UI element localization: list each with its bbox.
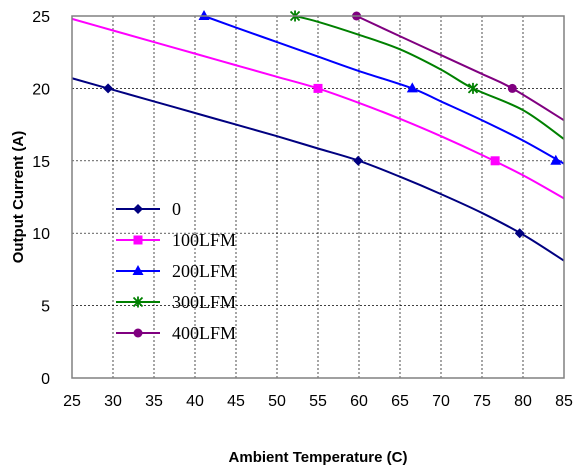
x-tick-label: 70 (432, 393, 450, 410)
plot-frame (71, 15, 565, 379)
legend-entry: 100LFM (116, 230, 236, 250)
legend-label: 200LFM (172, 261, 236, 281)
legend-entry: 400LFM (116, 323, 236, 343)
legend-entry: 200LFM (116, 261, 236, 281)
series-100lfm (71, 17, 565, 200)
data-point (550, 154, 562, 165)
x-tick-label: 65 (391, 393, 409, 410)
legend-marker (133, 328, 143, 338)
data-point (198, 10, 210, 20)
legend-label: 400LFM (172, 323, 236, 343)
legend-marker (133, 204, 143, 214)
x-tick-label: 45 (227, 393, 245, 410)
x-tick-label: 40 (186, 393, 204, 410)
y-axis-ticks: 0 5 10 15 20 25 (32, 9, 50, 388)
x-tick-label: 30 (104, 393, 122, 410)
legend-label: 0 (172, 199, 181, 219)
data-point (490, 156, 500, 166)
data-point (406, 82, 418, 93)
legend-marker (132, 265, 144, 275)
y-tick-label: 25 (32, 9, 50, 26)
series-0 (71, 77, 565, 262)
series-400lfm (352, 11, 565, 122)
legend-entry: 0 (116, 199, 181, 219)
x-tick-label: 60 (350, 393, 368, 410)
legend-label: 100LFM (172, 230, 236, 250)
x-tick-label: 25 (63, 393, 81, 410)
y-axis-label: Output Current (A) (10, 131, 27, 263)
series-layer (71, 10, 565, 262)
data-point (353, 155, 364, 166)
data-point (103, 83, 114, 94)
legend-marker (132, 296, 144, 308)
series-line (71, 77, 565, 262)
series-200lfm (198, 10, 565, 165)
y-tick-label: 20 (32, 81, 50, 98)
data-point (514, 228, 525, 239)
y-tick-label: 15 (32, 154, 50, 171)
legend-label: 300LFM (172, 292, 236, 312)
data-point (467, 82, 479, 94)
y-tick-label: 10 (32, 226, 50, 243)
x-tick-label: 55 (309, 393, 327, 410)
x-tick-label: 75 (473, 393, 491, 410)
y-tick-label: 0 (41, 371, 50, 388)
grid (72, 16, 564, 378)
series-line (294, 15, 565, 140)
x-axis-label: Ambient Temperature (C) (229, 449, 408, 466)
legend-entry: 300LFM (116, 292, 236, 312)
data-point (507, 83, 517, 93)
legend: 0 100LFM 200LFM 300LFM 400LFM (116, 199, 236, 343)
x-tick-label: 80 (514, 393, 532, 410)
x-axis-ticks: 25 30 35 40 45 50 55 60 65 70 75 80 85 (63, 393, 573, 410)
data-point (313, 83, 323, 93)
y-tick-label: 5 (41, 299, 50, 316)
x-tick-label: 35 (145, 393, 163, 410)
x-tick-label: 50 (268, 393, 286, 410)
series-line (356, 15, 565, 122)
legend-marker (133, 235, 143, 245)
series-line (203, 15, 565, 165)
x-tick-label: 85 (555, 393, 573, 410)
